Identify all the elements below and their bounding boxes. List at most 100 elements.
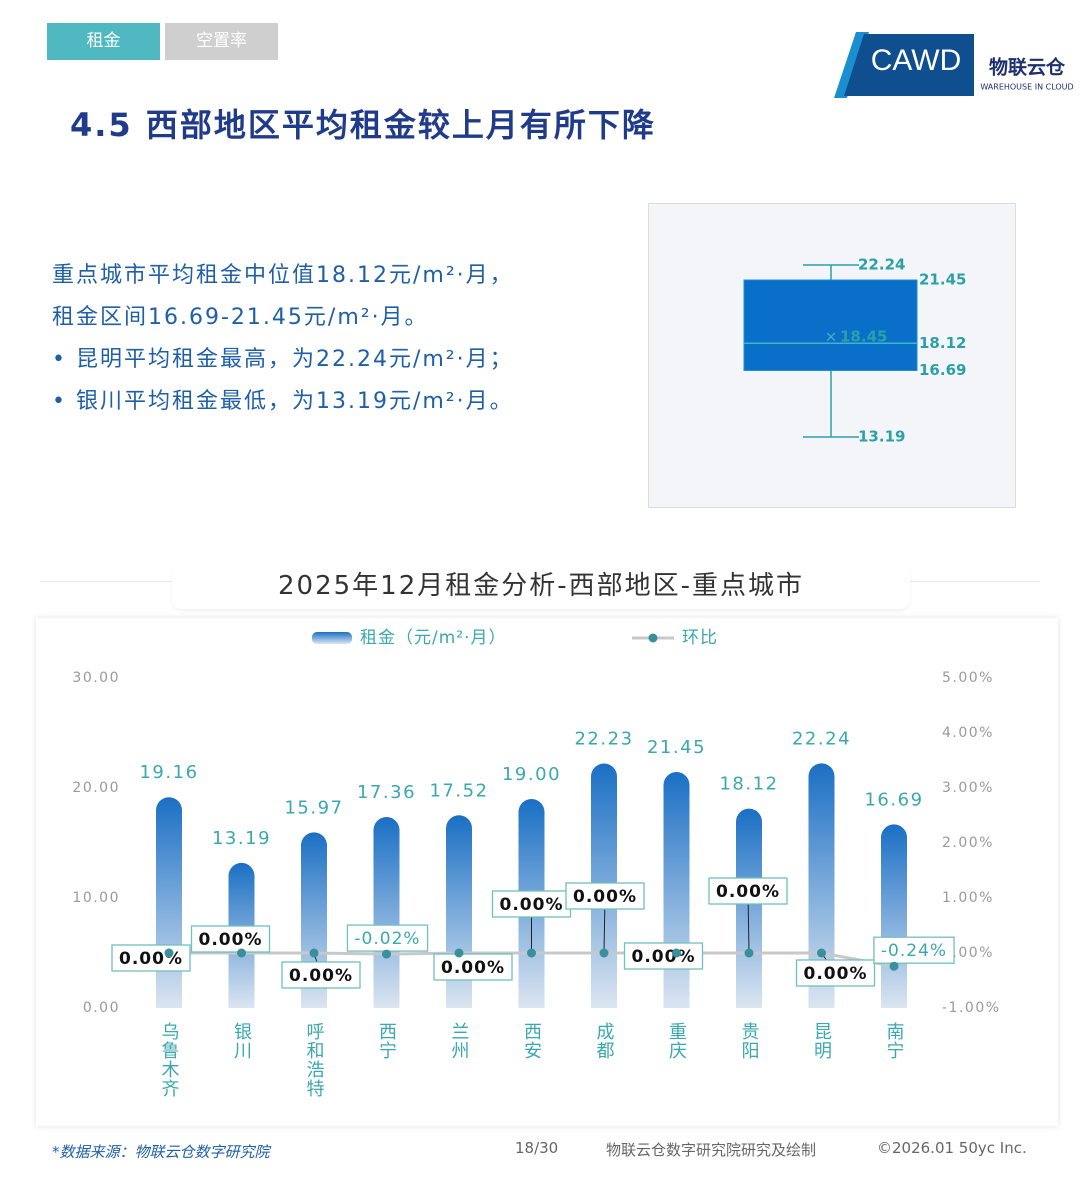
y2-tick-label: 3.00% [942, 780, 994, 796]
value-label: 0.00% [199, 930, 263, 950]
y2-tick-label: -1.00% [942, 1000, 1001, 1016]
x-tick-label: 呼和浩特 [304, 1022, 325, 1098]
value-label-box [111, 944, 191, 972]
bar-value-label: 22.24 [792, 728, 851, 749]
marker [527, 948, 536, 958]
bullet: 昆明平均租金最高，为22.24元/m²·月； [75, 347, 514, 372]
logo: CAWD 物联云仓 WAREHOUSE IN CLOUD [834, 32, 1080, 98]
bar-value-label: 22.23 [574, 728, 633, 749]
y2-tick-label: 4.00% [942, 725, 994, 741]
bar-value-label: 18.12 [719, 774, 778, 795]
box [743, 279, 918, 371]
marker [237, 948, 246, 958]
value-label: 0.00% [119, 949, 183, 969]
logo-text: 物联云仓 [989, 56, 1066, 79]
y-tick-label: 0.00 [83, 1000, 120, 1016]
y2-tick-label: 2.00% [942, 835, 994, 851]
y-tick-label: 10.00 [72, 890, 120, 906]
x-tick-label: 重庆 [666, 1022, 687, 1060]
box-label: 22.24 [858, 256, 905, 274]
marker [744, 948, 754, 958]
bar-value-label: 15.97 [284, 797, 343, 818]
x-tick-label: 西宁 [376, 1022, 397, 1060]
bar [808, 763, 835, 1008]
marker [164, 948, 174, 958]
tab[interactable]: 租金 [47, 23, 160, 60]
tab[interactable]: 空置率 [165, 23, 278, 60]
legend-swatch [312, 632, 352, 644]
value-label: 0.00% [441, 958, 505, 978]
value-label: 0.00% [804, 964, 868, 984]
bar [156, 797, 182, 1008]
box-label: 21.45 [919, 271, 966, 289]
value-label-box [433, 953, 513, 981]
value-label: 0.00% [500, 895, 564, 915]
value-label-box [795, 959, 876, 987]
marker [889, 961, 899, 971]
marker [454, 948, 464, 958]
y2-tick-label: 1.00% [942, 890, 994, 906]
value-label-box [623, 942, 704, 970]
source: *数据来源：物联云仓数字研究院 [52, 1143, 270, 1161]
text-line: 重点城市平均租金中位值18.12元/m²·月， [52, 263, 514, 288]
box-plot: × 22.24 21.45 18.12 16.69 13.19 18.45 [648, 203, 1016, 508]
value-label: 0.00% [289, 966, 353, 986]
box-label: 16.69 [919, 361, 966, 379]
value-label: 0.00% [573, 887, 637, 907]
value-label: -0.24% [881, 941, 947, 961]
x-tick-label: 银川 [231, 1022, 252, 1060]
marker [672, 948, 681, 958]
bar [663, 772, 690, 1008]
section-title: 2025年12月租金分析-西部地区-重点城市 [172, 563, 910, 609]
value-label: 0.00% [716, 882, 780, 902]
box-label: 18.45 [840, 328, 887, 346]
x-tick-label: 南宁 [884, 1022, 905, 1060]
credit: 物联云仓数字研究院研究及绘制 [606, 1141, 817, 1159]
bar [881, 824, 907, 1008]
copyright: ©2026.01 50yc Inc. [877, 1139, 1027, 1157]
bar-value-label: 21.45 [647, 737, 706, 758]
bullet: 银川平均租金最低，为13.19元/m²·月。 [75, 389, 514, 414]
mean-marker: × [825, 328, 838, 346]
logo-text: CAWD [871, 44, 962, 77]
bar-value-label: 19.16 [139, 762, 198, 783]
marker [309, 948, 319, 958]
value-label-box [873, 936, 955, 964]
bar-value-label: 17.36 [357, 782, 416, 803]
x-tick-label: 西安 [521, 1022, 542, 1060]
legend-label: 环比 [682, 628, 718, 648]
value-label-box [565, 882, 645, 910]
y-tick-label: 20.00 [72, 780, 120, 796]
bar [736, 808, 762, 1008]
page-title: 4.5 西部地区平均租金较上月有所下降 [70, 106, 656, 144]
bar-value-label: 13.19 [212, 828, 271, 849]
value-label-box [708, 877, 788, 905]
x-tick-label: 兰州 [449, 1022, 470, 1060]
value-label-box [346, 924, 429, 952]
legend-label: 租金（元/m²·月） [360, 628, 507, 648]
box-label: 18.12 [919, 334, 966, 352]
value-label-box [190, 925, 271, 953]
y2-tick-label: 5.00% [942, 670, 994, 686]
x-tick-label: 贵阳 [739, 1022, 760, 1060]
value-label-box [281, 961, 361, 989]
x-tick-label: 成都 [594, 1022, 615, 1060]
marker [599, 948, 609, 958]
box-label: 13.19 [858, 428, 905, 446]
value-label: 0.00% [632, 947, 696, 967]
marker [817, 948, 826, 958]
value-label-box [491, 890, 572, 918]
bar-value-label: 19.00 [502, 764, 561, 785]
bar [373, 817, 400, 1008]
bar-value-label: 17.52 [429, 780, 488, 801]
legend-marker [648, 633, 658, 643]
value-label: -0.02% [354, 929, 420, 949]
marker [382, 949, 391, 959]
text-line: 租金区间16.69-21.45元/m²·月。 [52, 305, 429, 330]
x-tick-label: 昆明 [811, 1022, 832, 1060]
logo-sub: WAREHOUSE IN CLOUD [980, 83, 1073, 92]
y-tick-label: 30.00 [72, 670, 120, 686]
x-tick-label: 乌鲁木齐 [159, 1022, 180, 1098]
